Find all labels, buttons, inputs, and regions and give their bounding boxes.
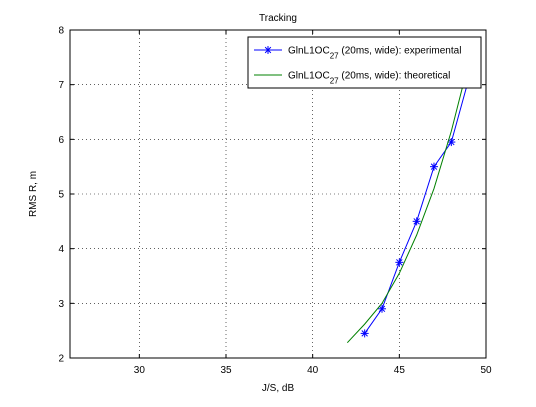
x-tick-label: 40 — [307, 365, 319, 376]
legend-entry-1: GlnL1OC27 (20ms, wide): experimental — [288, 46, 461, 61]
series-layer — [346, 62, 473, 344]
x-tick-label: 45 — [394, 365, 406, 376]
series-2-line — [346, 62, 470, 344]
series-1-point — [412, 217, 421, 226]
y-tick-label: 5 — [58, 190, 64, 201]
chart-title: Tracking — [259, 13, 297, 24]
x-tick-label: 30 — [134, 365, 146, 376]
legend-entry-2: GlnL1OC27 (20ms, wide): theoretical — [288, 71, 450, 86]
series-1-point — [360, 329, 369, 338]
series-1-point — [447, 138, 456, 147]
y-tick-label: 3 — [58, 299, 64, 310]
x-tick-label: 35 — [220, 365, 232, 376]
y-tick-label: 7 — [58, 80, 64, 91]
y-tick-label: 6 — [58, 135, 64, 146]
legend-marker-1 — [264, 46, 272, 54]
y-axis-label: RMS R, m — [28, 171, 39, 217]
x-tick-label: 50 — [480, 365, 492, 376]
series-1-point — [378, 304, 386, 313]
y-tick-label: 4 — [58, 244, 64, 255]
y-tick-label: 2 — [58, 354, 64, 365]
x-axis-label: J/S, dB — [262, 383, 295, 394]
legend: GlnL1OC27 (20ms, wide): experimental GlnL… — [247, 36, 482, 89]
y-tick-label: 8 — [58, 26, 64, 37]
series-1-point — [430, 162, 438, 171]
series-1-point — [395, 258, 404, 267]
legend-box — [247, 36, 482, 89]
